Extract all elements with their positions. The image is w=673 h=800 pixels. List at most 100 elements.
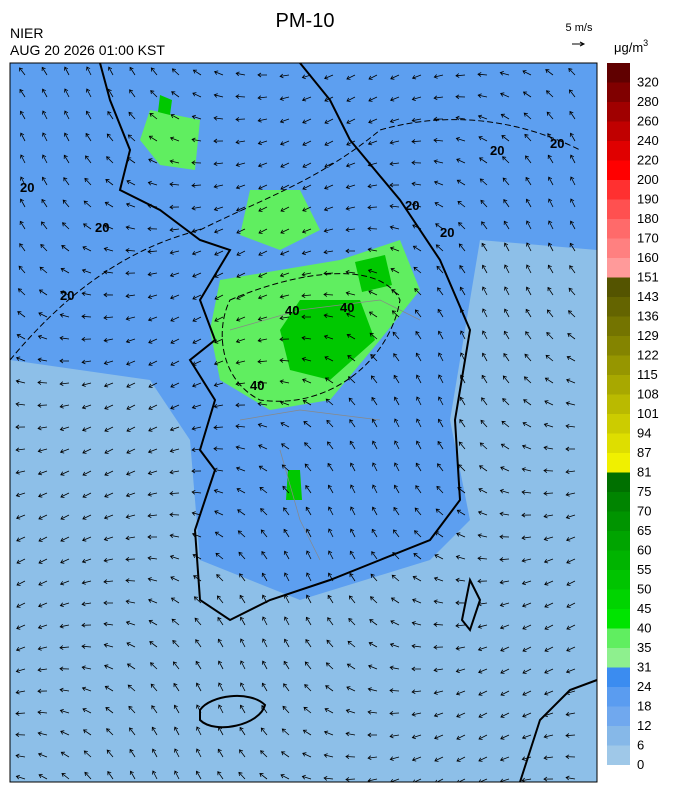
- wind-arrow: [59, 381, 70, 386]
- wind-arrow: [345, 777, 356, 782]
- wind-arrow: [217, 638, 224, 648]
- wind-arrow: [128, 705, 136, 714]
- wind-arrow: [37, 357, 48, 363]
- wind-arrow: [566, 536, 576, 542]
- wind-arrow: [455, 690, 466, 696]
- wind-arrow: [174, 770, 180, 780]
- wind-arrow: [521, 535, 532, 541]
- colorbar-label: 115: [637, 367, 658, 382]
- wind-arrow: [259, 772, 268, 780]
- contour-labels: 20 20 20 20 20 20 20 40 40 40: [20, 136, 564, 393]
- wind-arrow: [129, 727, 136, 736]
- wind-arrow: [437, 463, 444, 472]
- wind-arrow: [499, 511, 510, 517]
- wind-arrow: [369, 332, 378, 340]
- wind-arrow: [192, 272, 202, 278]
- wind-arrow: [546, 111, 554, 120]
- wind-arrow: [327, 441, 334, 450]
- colorbar-bin: [607, 492, 630, 512]
- wind-arrow: [348, 617, 356, 626]
- coastlines: [99, 63, 597, 782]
- wind-arrow: [107, 771, 114, 780]
- wind-arrow: [367, 709, 378, 715]
- wind-arrow: [301, 335, 312, 341]
- wind-arrow: [169, 136, 180, 142]
- wind-arrow: [240, 638, 246, 648]
- wind-arrow: [437, 418, 444, 428]
- wind-arrow: [438, 374, 444, 384]
- wind-arrow: [303, 421, 312, 428]
- wind-arrow: [301, 272, 312, 277]
- wind-arrow: [37, 470, 48, 476]
- wind-arrow: [15, 470, 26, 475]
- wind-arrow: [478, 690, 488, 696]
- wind-arrow: [479, 178, 488, 186]
- wind-arrow: [503, 220, 510, 230]
- wind-arrow: [568, 67, 576, 76]
- colorbar-bin: [607, 609, 630, 629]
- wind-arrow: [85, 155, 92, 164]
- wind-arrow: [214, 228, 224, 234]
- wind-arrow: [325, 685, 334, 692]
- wind-arrow: [235, 139, 246, 145]
- wind-arrow: [218, 660, 224, 670]
- wind-arrow: [193, 596, 202, 604]
- wind-arrow: [196, 748, 202, 758]
- wind-arrow: [172, 661, 180, 670]
- wind-arrow: [323, 334, 334, 340]
- wind-arrow: [567, 310, 576, 318]
- wind-arrow: [477, 510, 488, 516]
- wind-arrow: [218, 682, 224, 692]
- wind-arrow: [129, 770, 136, 780]
- wind-arrow: [477, 601, 488, 607]
- wind-arrow: [281, 443, 290, 450]
- wind-arrow: [499, 602, 510, 607]
- wind-arrow: [150, 67, 158, 76]
- wind-arrow: [239, 573, 246, 582]
- wind-arrow: [301, 314, 312, 320]
- wind-arrow: [323, 206, 334, 212]
- contour-label: 40: [340, 300, 354, 315]
- wind-arrow: [86, 66, 92, 76]
- colorbar-label: 0: [637, 757, 644, 772]
- wind-arrow: [169, 182, 180, 187]
- wind-arrow: [522, 70, 532, 76]
- wind-arrow: [543, 445, 554, 451]
- wind-arrow: [257, 359, 268, 364]
- wind-arrow: [126, 642, 136, 648]
- wind-arrow: [525, 331, 532, 340]
- wind-arrow: [60, 470, 70, 476]
- wind-arrow: [148, 619, 158, 626]
- wind-arrow: [345, 248, 355, 254]
- wind-arrow: [477, 624, 488, 629]
- wind-arrow: [81, 382, 92, 387]
- wind-arrow: [565, 775, 576, 781]
- wind-arrow: [280, 184, 290, 190]
- wind-arrow: [106, 728, 114, 736]
- wind-arrow: [82, 246, 92, 252]
- wind-arrow: [481, 242, 488, 252]
- wind-arrow: [521, 558, 532, 563]
- wind-arrow: [326, 419, 334, 428]
- wind-arrow: [367, 205, 378, 210]
- wind-arrow: [367, 732, 377, 738]
- wind-arrow: [280, 228, 290, 234]
- wind-arrow: [546, 331, 554, 340]
- wind-arrow: [460, 308, 466, 318]
- wind-arrow: [302, 729, 312, 736]
- wind-arrow: [526, 242, 532, 252]
- wind-arrow: [565, 754, 576, 760]
- wind-arrow: [257, 337, 268, 343]
- wind-arrow: [17, 311, 26, 318]
- colorbar-bin: [607, 706, 630, 726]
- wind-arrow: [61, 245, 70, 252]
- wind-arrow: [279, 118, 290, 124]
- wind-arrow: [191, 532, 202, 538]
- wind-arrow: [480, 419, 488, 428]
- wind-arrow: [192, 92, 202, 98]
- colorbar-bin: [607, 82, 630, 102]
- wind-arrow: [522, 602, 532, 608]
- wind-arrow: [390, 74, 400, 80]
- colorbar-label: 35: [637, 640, 651, 655]
- wind-arrow: [38, 602, 48, 608]
